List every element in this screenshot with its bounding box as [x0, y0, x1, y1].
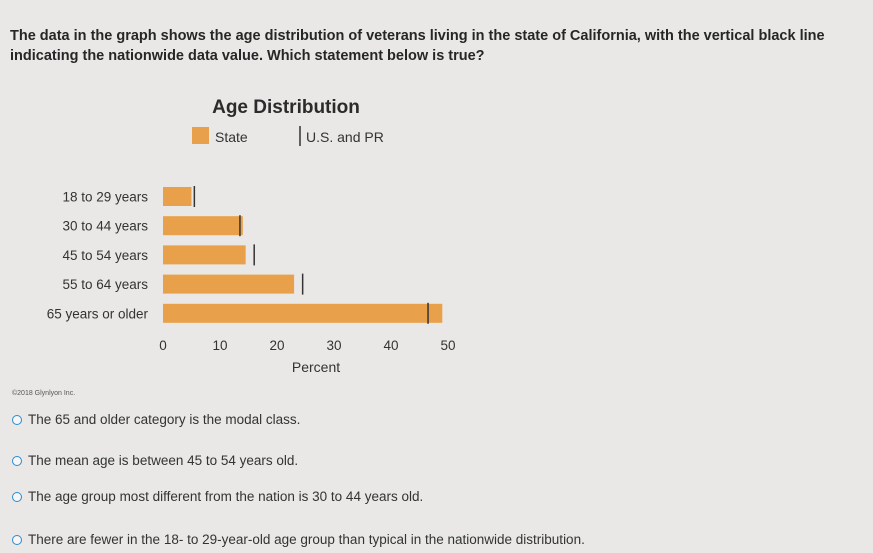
chart-legend: State U.S. and PR [192, 126, 384, 146]
radio-button[interactable] [12, 534, 22, 545]
radio-button[interactable] [12, 455, 22, 466]
answer-option-label: The age group most different from the na… [28, 489, 424, 504]
x-tick-label: 30 [326, 338, 341, 353]
state-bar [163, 216, 243, 236]
answer-option-label: The mean age is between 45 to 54 years o… [28, 453, 299, 468]
x-tick-label: 10 [212, 338, 227, 353]
state-bar [163, 274, 295, 294]
legend-state-swatch [192, 127, 209, 144]
radio-button[interactable] [12, 414, 22, 425]
legend-nation-label: U.S. and PR [306, 129, 384, 145]
copyright-text: ©2018 Glynlyon Inc. [12, 390, 76, 397]
question-line-2: indicating the nationwide data value. Wh… [10, 48, 485, 64]
category-label: 55 to 64 years [62, 277, 148, 292]
category-label: 65 years or older [47, 306, 149, 321]
radio-button[interactable] [12, 491, 22, 502]
legend-state-label: State [215, 129, 248, 145]
chart-title: Age Distribution [212, 97, 360, 118]
nationwide-markers [193, 186, 429, 324]
x-axis-label: Percent [292, 359, 340, 375]
x-tick-labels: 0 10 20 30 40 50 [159, 338, 455, 353]
x-tick-label: 20 [269, 338, 284, 353]
category-label: 45 to 54 years [62, 248, 148, 263]
category-label: 18 to 29 years [62, 190, 148, 205]
x-tick-label: 0 [159, 338, 167, 353]
answer-option-label: There are fewer in the 18- to 29-year-ol… [28, 532, 585, 547]
x-tick-label: 50 [440, 338, 455, 353]
answer-option-label: The 65 and older category is the modal c… [28, 412, 301, 427]
x-tick-label: 40 [383, 338, 398, 353]
answer-option[interactable]: The 65 and older category is the modal c… [12, 412, 300, 427]
bars [163, 187, 443, 323]
answer-option[interactable]: There are fewer in the 18- to 29-year-ol… [12, 532, 585, 547]
category-label: 30 to 44 years [62, 219, 148, 234]
answer-option[interactable]: The mean age is between 45 to 54 years o… [12, 453, 298, 468]
question-text: The data in the graph shows the age dist… [10, 26, 870, 66]
state-bar [163, 187, 192, 206]
state-bar [163, 303, 443, 323]
answer-option[interactable]: The age group most different from the na… [12, 489, 423, 504]
category-labels: 18 to 29 years 30 to 44 years 45 to 54 yea… [47, 190, 149, 322]
state-bar [163, 245, 246, 265]
question-line-1: The data in the graph shows the age dist… [10, 28, 825, 44]
